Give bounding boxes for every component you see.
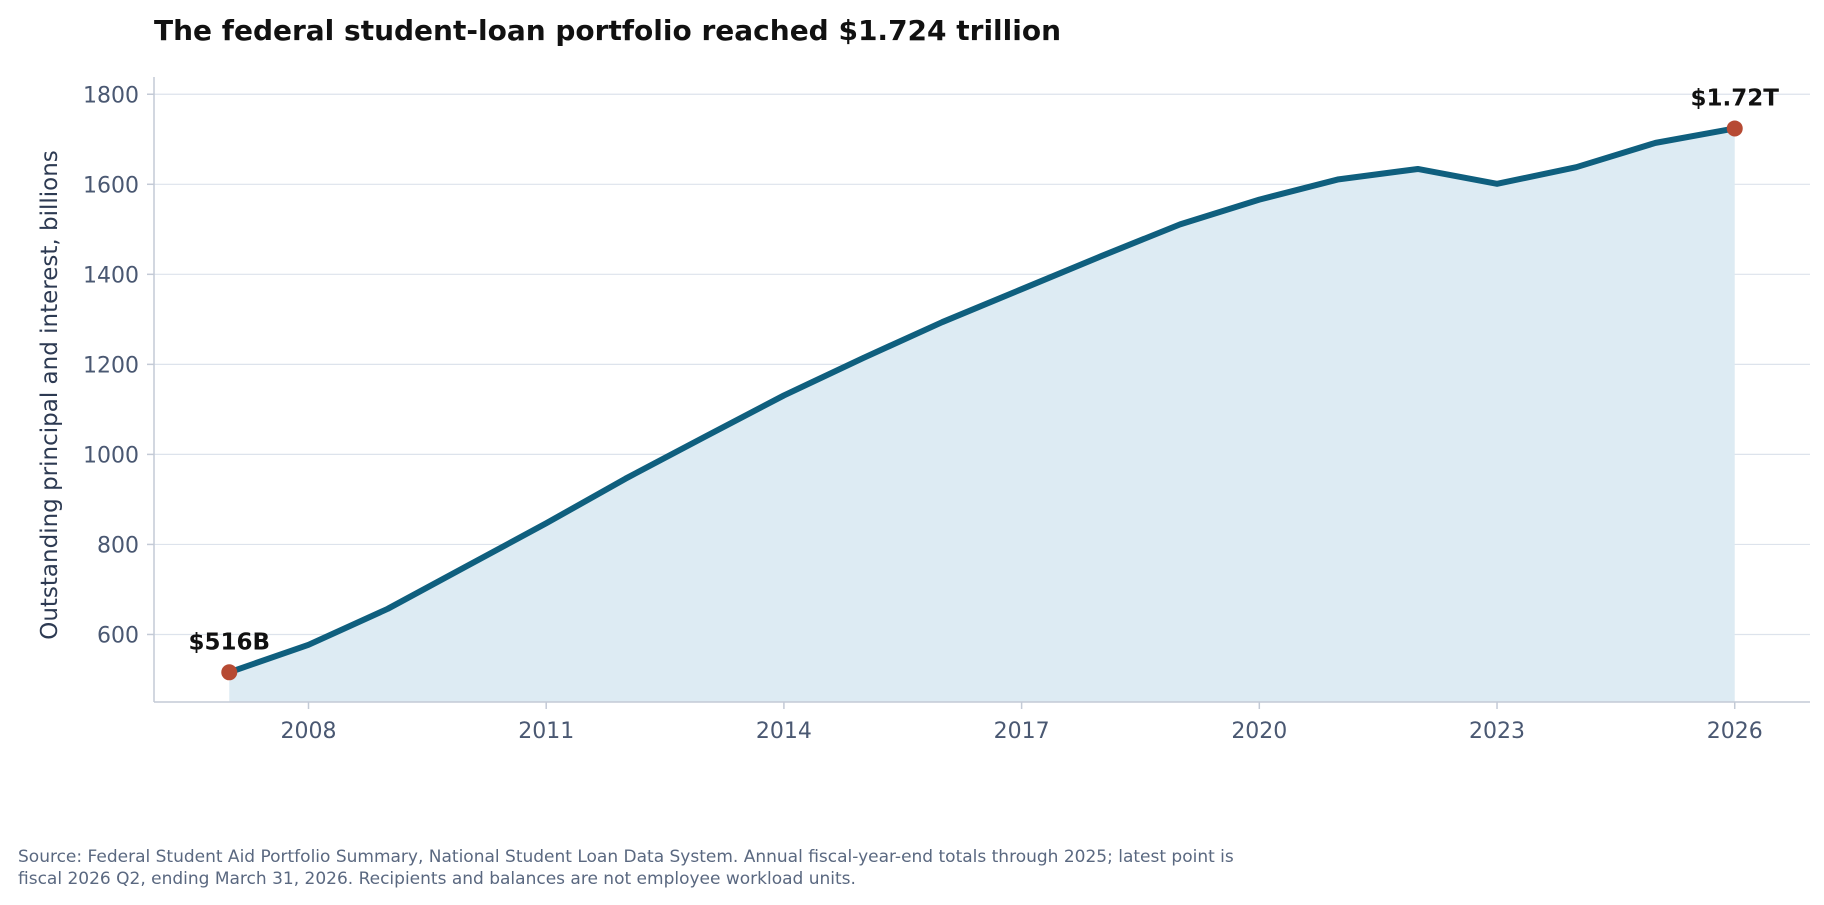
x-tick-labels: 2008 2011 2014 2017 2020 2023 2026 bbox=[281, 702, 1763, 744]
y-tick-label-1: 800 bbox=[97, 533, 139, 558]
x-tick-label-6: 2026 bbox=[1707, 719, 1763, 744]
axes bbox=[153, 77, 1810, 703]
y-axis-label: Outstanding principal and interest, bill… bbox=[37, 150, 63, 640]
y-tick-label-0: 600 bbox=[97, 623, 139, 648]
area-fill bbox=[229, 128, 1735, 702]
x-tick-label-4: 2020 bbox=[1231, 719, 1287, 744]
endpoint-marker-0 bbox=[221, 664, 238, 681]
x-tick-label-5: 2023 bbox=[1469, 719, 1525, 744]
series-line bbox=[226, 125, 1738, 676]
area-fill-layer bbox=[229, 128, 1735, 702]
y-tick-label-4: 1400 bbox=[83, 263, 139, 288]
chart-title: The federal student-loan portfolio reach… bbox=[154, 14, 1061, 47]
y-tick-label-2: 1000 bbox=[83, 443, 139, 468]
series-line-layer bbox=[226, 125, 1738, 676]
y-tick-labels: 600 800 1000 1200 1400 1600 1800 bbox=[83, 83, 154, 648]
endpoint-marker-1 bbox=[1726, 120, 1743, 137]
annotation-label-1: $1.72T bbox=[1691, 85, 1780, 111]
y-tick-label-5: 1600 bbox=[83, 173, 139, 198]
marker-layer: $516B $1.72T bbox=[188, 85, 1780, 681]
y-tick-label-6: 1800 bbox=[83, 83, 139, 108]
y-tick-label-3: 1200 bbox=[83, 353, 139, 378]
annotation-label-0: $516B bbox=[188, 629, 270, 655]
x-tick-label-3: 2017 bbox=[994, 719, 1050, 744]
x-tick-label-2: 2014 bbox=[756, 719, 812, 744]
source-note-line-2: fiscal 2026 Q2, ending March 31, 2026. R… bbox=[18, 869, 856, 889]
source-note-line-1: Source: Federal Student Aid Portfolio Su… bbox=[18, 847, 1234, 867]
x-tick-label-1: 2011 bbox=[518, 719, 574, 744]
x-tick-label-0: 2008 bbox=[281, 719, 337, 744]
